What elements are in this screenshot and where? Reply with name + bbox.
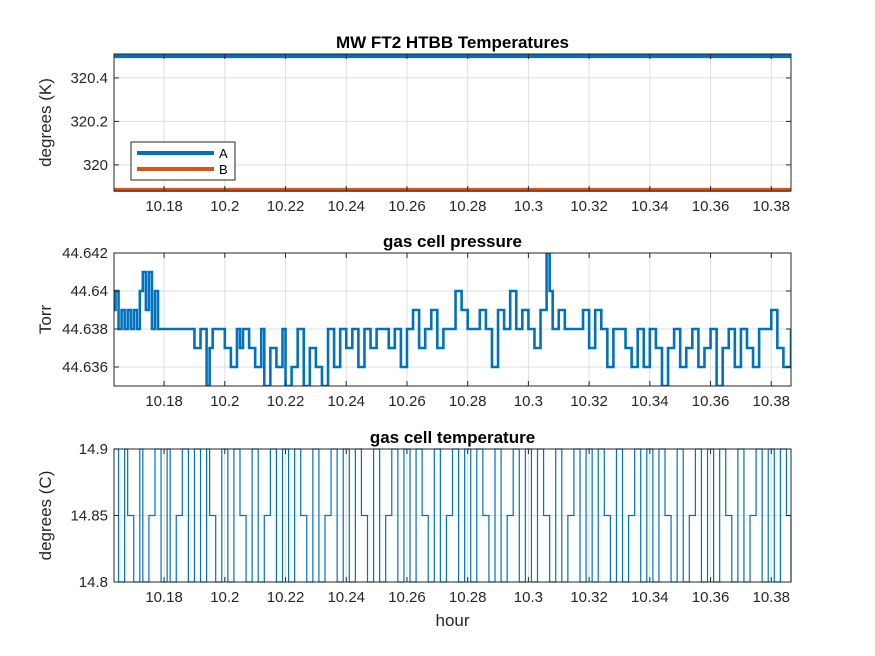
x-tick-label: 10.32 [570,393,608,410]
x-tick-label: 10.3 [514,589,543,606]
x-tick-label: 10.24 [327,393,365,410]
x-tick-label: 10.36 [692,589,730,606]
y-tick-label: 320.2 [70,113,108,130]
x-tick-label: 10.22 [267,198,305,215]
subplot-1: 10.18 10.2 10.22 10.24 10.26 10.28 10.3 10.32 10… [36,33,792,215]
x-tick-label: 10.26 [388,393,426,410]
x-tick-label: 10.34 [631,589,669,606]
x-tick-label: 10.36 [692,198,730,215]
x-tick-label: 10.3 [514,393,543,410]
chart-title: MW FT2 HTBB Temperatures [336,33,569,52]
legend-label-B: B [219,162,228,177]
y-tick-label: 320.4 [70,70,108,87]
subplot-2: 10.18 10.2 10.22 10.24 10.26 10.28 10.3 10.32 10… [36,232,792,410]
x-tick-label: 10.38 [752,589,790,606]
y-tick-label: 44.636 [62,359,108,376]
y-axis-label: degrees (C) [36,471,55,561]
axes-background [114,253,791,386]
y-axis-label: Torr [36,305,55,335]
legend-label-A: A [219,146,228,161]
y-tick-label: 14.9 [79,441,108,458]
legend-box [130,141,236,181]
x-tick-label: 10.18 [145,589,183,606]
x-tick-label: 10.28 [449,589,487,606]
x-tick-label: 10.2 [210,198,239,215]
subplot-3: 10.18 10.2 10.22 10.24 10.26 10.28 10.3 10.32 10… [36,428,792,630]
x-tick-label: 10.34 [631,393,669,410]
x-tick-label: 10.2 [210,589,239,606]
legend: AB [130,141,236,181]
axes-box [113,53,792,192]
x-tick-label: 10.34 [631,198,669,215]
x-tick-label: 10.32 [570,589,608,606]
x-tick-label: 10.24 [327,589,365,606]
x-tick-label: 10.22 [267,393,305,410]
x-tick-label: 10.24 [327,198,365,215]
x-tick-label: 10.2 [210,393,239,410]
x-tick-label: 10.28 [449,393,487,410]
y-tick-label: 44.642 [62,245,108,262]
y-tick-label: 14.85 [70,508,108,525]
x-tick-label: 10.18 [145,393,183,410]
x-tick-label: 10.26 [388,198,426,215]
axes-box [113,252,792,387]
x-tick-label: 10.36 [692,393,730,410]
x-tick-label: 10.28 [449,198,487,215]
x-tick-label: 10.3 [514,198,543,215]
x-tick-label: 10.32 [570,198,608,215]
y-tick-label: 44.64 [70,283,108,300]
chart-title: gas cell temperature [370,428,535,447]
x-axis-label: hour [435,611,469,630]
x-tick-label: 10.26 [388,589,426,606]
x-tick-label: 10.18 [145,198,183,215]
y-tick-label: 320 [83,157,108,174]
x-tick-label: 10.38 [752,393,790,410]
y-tick-label: 14.8 [79,574,108,591]
x-tick-label: 10.38 [752,198,790,215]
y-axis-label: degrees (K) [36,78,55,167]
series-line-1 [114,253,791,386]
y-tick-label: 44.638 [62,321,108,338]
chart-title: gas cell pressure [383,232,522,251]
x-tick-label: 10.22 [267,589,305,606]
